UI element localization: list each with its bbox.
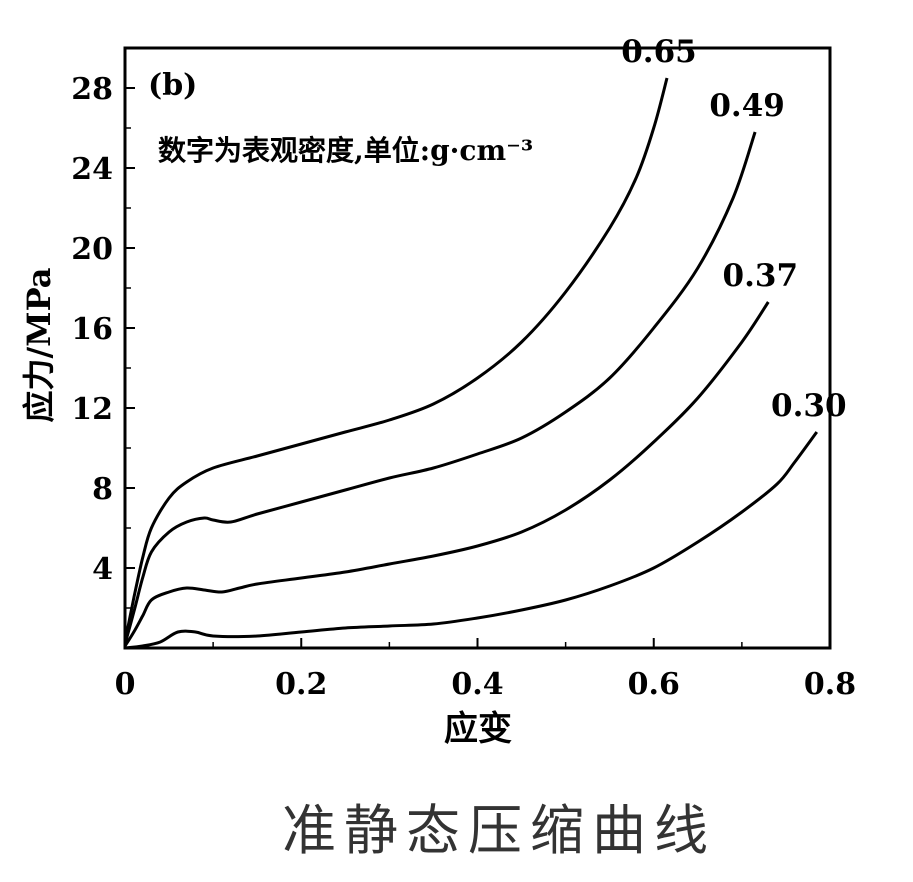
y-tick-label: 16 <box>71 312 113 347</box>
series-line-0.65 <box>123 77 669 643</box>
y-axis-label: 应力/MPa <box>20 267 58 422</box>
figure-caption: 准静态压缩曲线 <box>282 799 716 862</box>
y-tick-label: 20 <box>71 232 113 267</box>
x-tick-label: 0.2 <box>275 667 327 702</box>
series-label-0.65: 0.65 <box>621 34 697 70</box>
x-tick-label: 0.8 <box>804 667 856 702</box>
panel-label: (b) <box>148 68 197 103</box>
series-line-0.49 <box>123 131 757 645</box>
x-tick-label: 0.6 <box>628 667 680 702</box>
x-axis-label: 应变 <box>444 709 512 749</box>
series-labels: 0.65 0.49 0.37 0.30 <box>621 34 846 424</box>
y-tick-label: 24 <box>71 152 113 187</box>
x-axis-ticks: 0 0.2 0.4 0.6 0.8 <box>115 638 856 702</box>
y-tick-label: 28 <box>71 72 113 107</box>
series-label-0.30: 0.30 <box>771 388 847 424</box>
y-tick-label: 8 <box>92 472 113 507</box>
density-annotation: 数字为表观密度,单位:g·cm⁻³ <box>158 134 533 167</box>
series-label-0.49: 0.49 <box>709 88 785 124</box>
x-tick-label: 0 <box>115 667 136 702</box>
y-tick-label: 4 <box>92 552 113 587</box>
x-tick-label: 0.4 <box>451 667 503 702</box>
series-label-0.37: 0.37 <box>723 258 799 294</box>
y-tick-label: 12 <box>71 392 113 427</box>
series-line-0.37 <box>123 301 770 647</box>
series-layer <box>123 77 819 650</box>
series-line-0.30 <box>124 431 819 650</box>
y-axis-ticks: 4 8 12 16 20 24 28 <box>71 72 135 609</box>
